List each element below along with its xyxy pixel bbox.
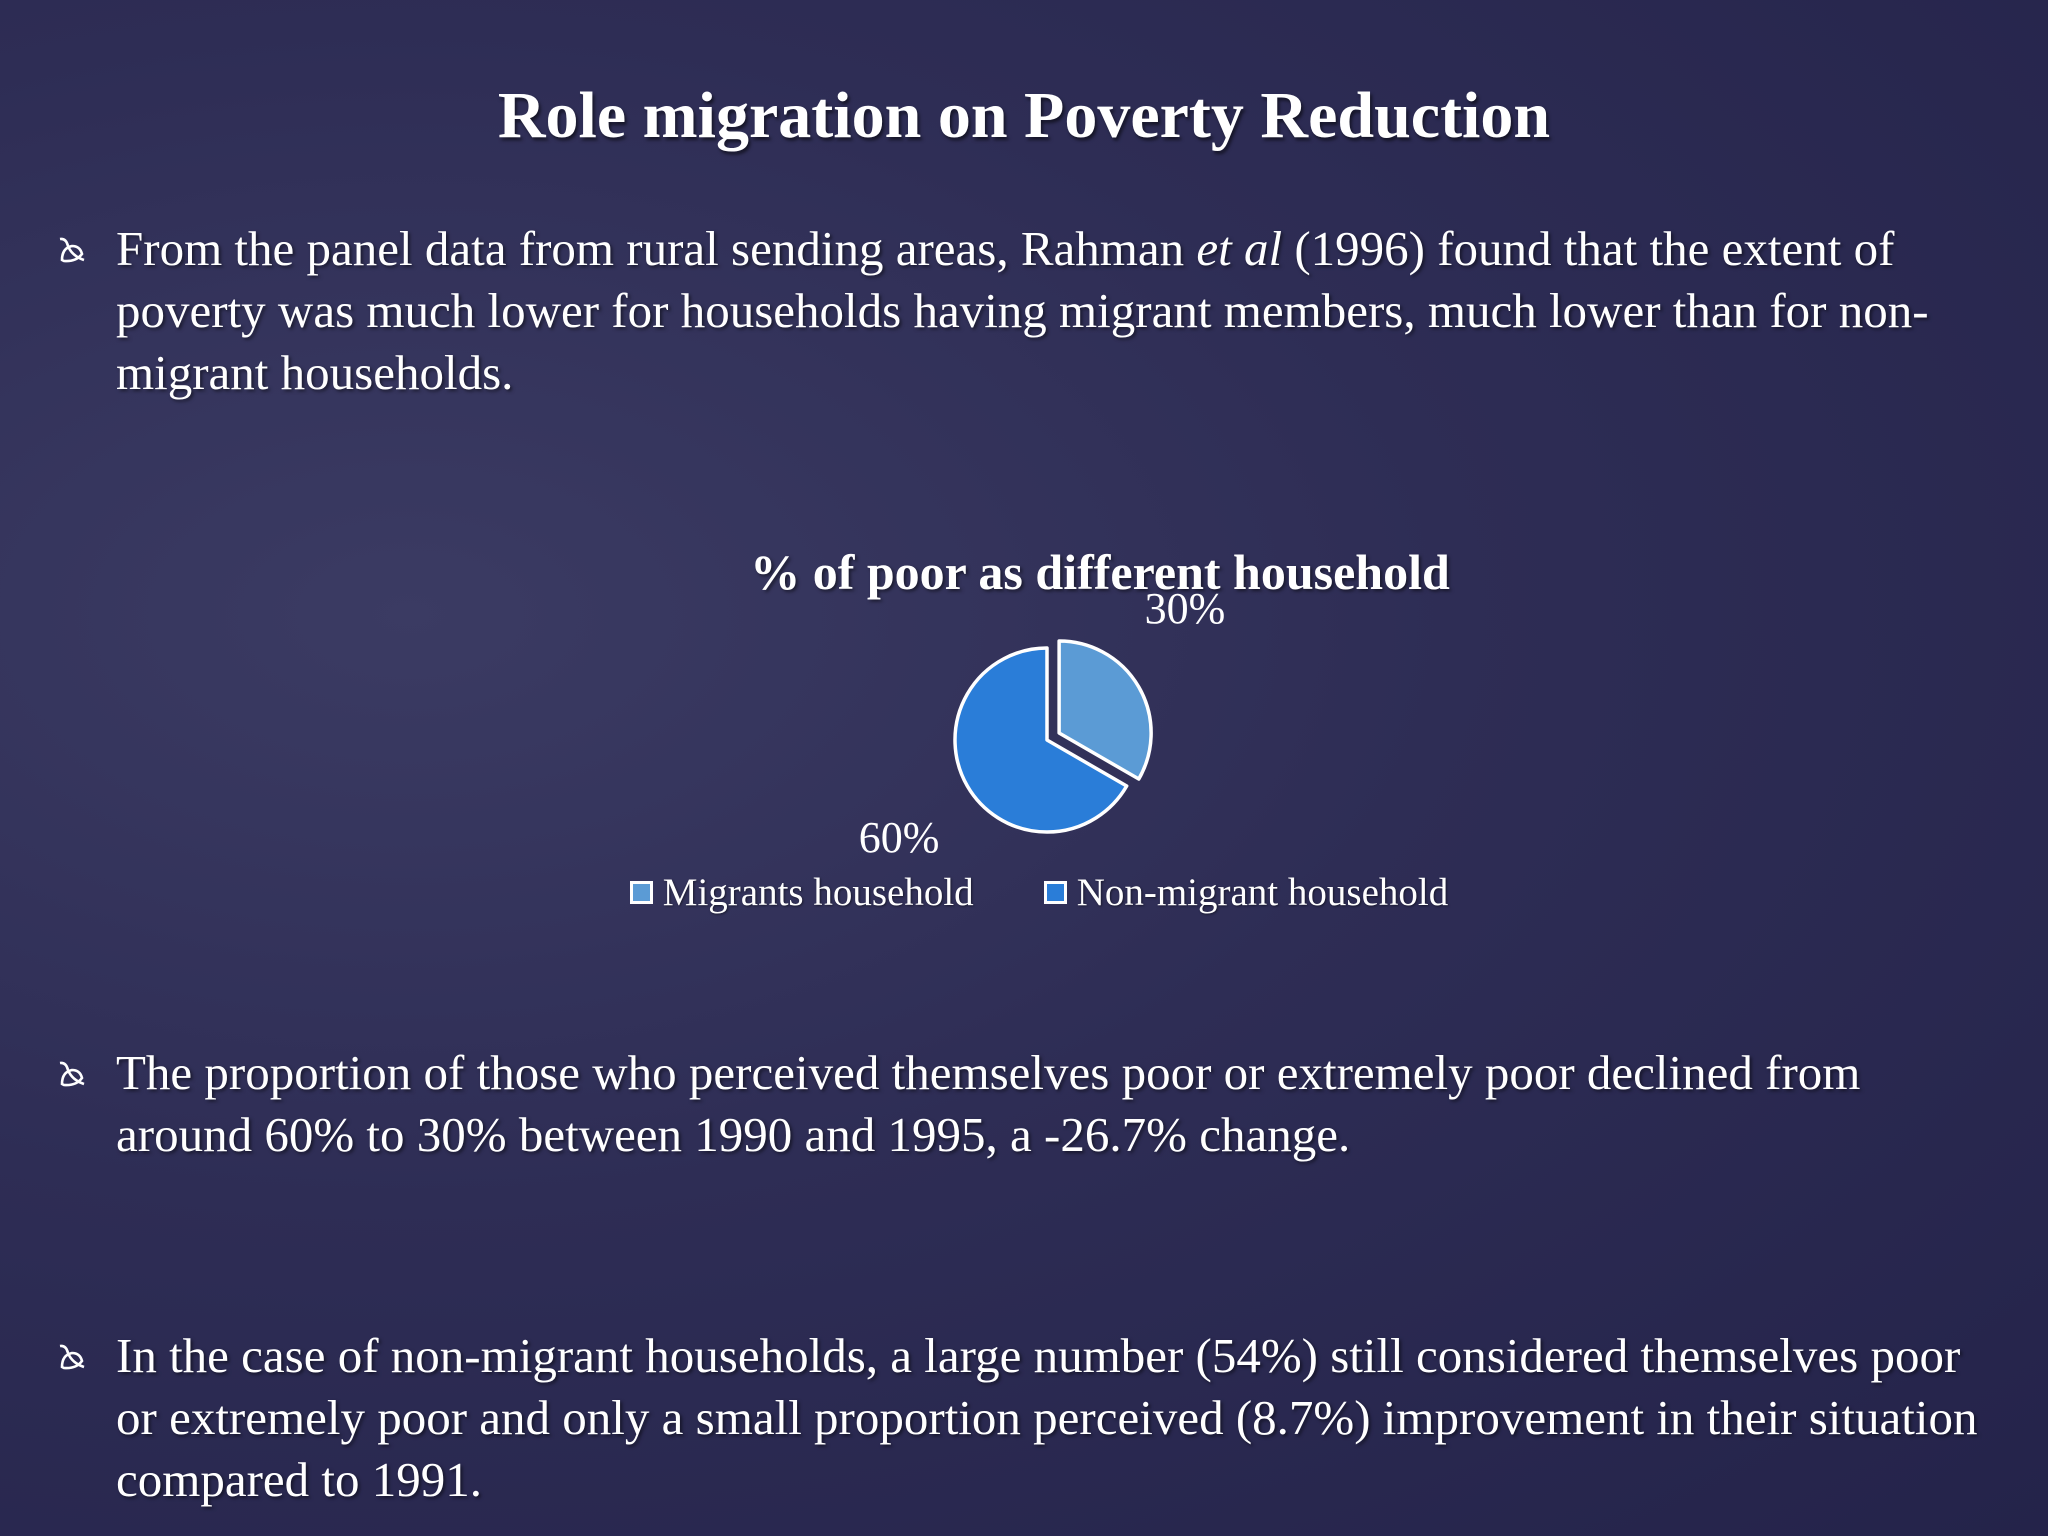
legend-swatch-migrants xyxy=(629,881,653,904)
legend-swatch-non-migrant xyxy=(1043,881,1067,904)
slide-title: Role migration on Poverty Reduction xyxy=(497,79,1551,152)
legend-item-migrants: Migrants household xyxy=(629,870,974,915)
bullet-item-3: In the case of non-migrant households, a… xyxy=(56,1325,1996,1511)
legend-item-non-migrant: Non-migrant household xyxy=(1043,870,1449,915)
leaf-bullet-icon xyxy=(59,237,85,263)
bullet-text-1-post: (1996) found that the extent of poverty … xyxy=(116,221,1929,400)
bullet-text-1: From the panel data from rural sending a… xyxy=(116,218,1996,404)
bullet-item-1: From the panel data from rural sending a… xyxy=(56,218,1996,404)
chart-title: % of poor as different household xyxy=(750,544,1450,600)
pie-slice-migrants xyxy=(1057,639,1153,781)
legend-label-non-migrant: Non-migrant household xyxy=(1076,871,1449,914)
bullet-item-2: The proportion of those who perceived th… xyxy=(56,1042,1996,1166)
bullet-text-1-italic: et al xyxy=(1196,221,1283,276)
data-label-non-migrant: 60% xyxy=(859,813,940,862)
pie-slice-non-migrant xyxy=(953,646,1129,834)
leaf-bullet-icon xyxy=(59,1061,85,1087)
data-label-migrants: 30% xyxy=(1145,584,1226,633)
bullet-text-3: In the case of non-migrant households, a… xyxy=(116,1328,1978,1507)
bullet-text-2: The proportion of those who perceived th… xyxy=(116,1045,1861,1162)
leaf-bullet-icon xyxy=(59,1344,85,1370)
legend-label-migrants: Migrants household xyxy=(662,871,974,914)
chart-legend: Migrants household Non-migrant household xyxy=(0,870,2048,915)
bullet-text-1-pre: From the panel data from rural sending a… xyxy=(116,221,1197,276)
